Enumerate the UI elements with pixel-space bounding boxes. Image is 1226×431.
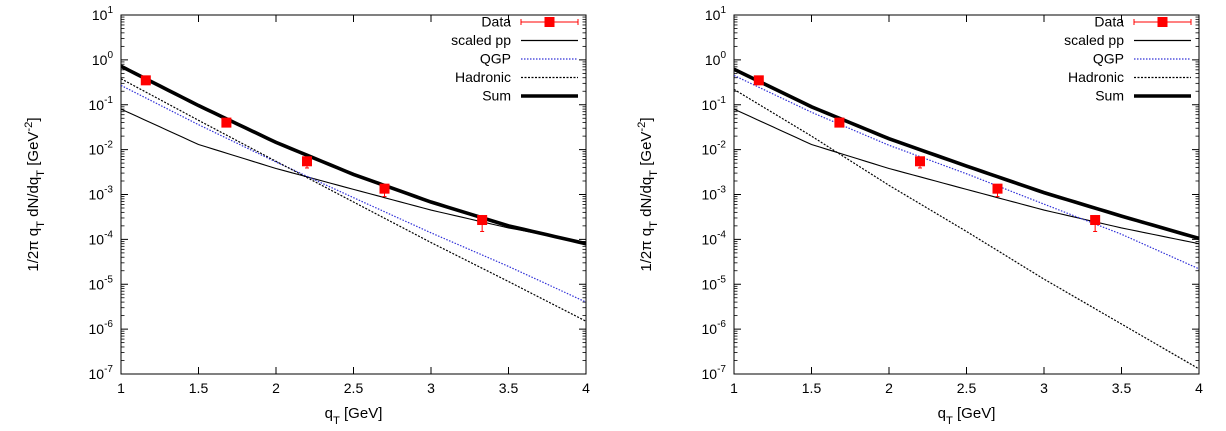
x-tick-label: 1.5	[189, 380, 209, 396]
y-axis-label: 1/2π qT dN/dqT [GeV-2]	[23, 117, 47, 271]
y-axis-label: 1/2π qT dN/dqT [GeV-2]	[636, 117, 660, 271]
x-tick-label: 3.5	[1112, 380, 1132, 396]
y-tick-label: 10-6	[702, 319, 727, 337]
series-line-qgp	[734, 74, 1199, 270]
y-tick-label: 10-2	[702, 140, 727, 158]
data-point	[221, 117, 232, 128]
y-tick-label: 10-3	[702, 185, 727, 203]
y-tick-label: 100	[92, 50, 114, 68]
legend-label: scaled pp	[451, 32, 511, 48]
legend-label: Sum	[482, 88, 511, 104]
y-tick-label: 10-7	[702, 364, 727, 382]
data-point	[915, 156, 925, 167]
legend-label: Hadronic	[1068, 69, 1124, 85]
y-tick-label: 101	[705, 5, 727, 23]
y-tick-label: 10-4	[702, 229, 727, 247]
x-axis-label: qT [GeV]	[325, 405, 383, 427]
series-line-scaled-pp	[734, 108, 1199, 245]
y-tick-label: 10-4	[89, 229, 114, 247]
x-tick-label: 4	[1195, 380, 1203, 396]
y-tick-label: 10-5	[89, 274, 114, 292]
x-tick-label: 4	[582, 380, 590, 396]
y-tick-label: 100	[705, 50, 727, 68]
series-line-scaled-pp	[121, 108, 586, 244]
data-point	[992, 183, 1003, 194]
series-line-sum	[734, 67, 1199, 241]
legend-label: Data	[481, 14, 511, 30]
chart-left: 10-7 10-6 10-5 10-4 10-3 10-2 10-1 100 101 1 1.5 2 2…	[23, 5, 590, 427]
y-tick-label: 10-7	[89, 364, 114, 382]
x-tick-label: 1	[730, 380, 738, 396]
legend-label: Data	[1094, 14, 1124, 30]
y-tick-label: 10-6	[89, 319, 114, 337]
x-tick-label: 2	[272, 380, 280, 396]
x-tick-label: 1.5	[802, 380, 822, 396]
data-point	[379, 183, 390, 194]
y-tick-label: 10-5	[702, 274, 727, 292]
data-point	[302, 156, 312, 167]
series-line-qgp	[121, 84, 586, 303]
x-tick-label: 3	[427, 380, 435, 396]
y-tick-label: 10-1	[702, 95, 727, 113]
plot-frame	[120, 14, 587, 375]
x-tick-label: 1	[117, 380, 125, 396]
legend-swatch-marker	[1157, 17, 1168, 27]
x-tick-label: 3	[1040, 380, 1048, 396]
plot-frame	[733, 14, 1200, 375]
legend-label: Hadronic	[455, 69, 511, 85]
y-tick-label: 10-3	[89, 185, 114, 203]
data-point	[753, 75, 764, 86]
y-tick-label: 10-1	[89, 95, 114, 113]
data-point	[1090, 215, 1101, 226]
chart-right: 10-7 10-6 10-5 10-4 10-3 10-2 10-1 100 101 1 1.5 2 2…	[636, 5, 1203, 427]
x-axis-label: qT [GeV]	[938, 405, 996, 427]
y-tick-label: 101	[92, 5, 114, 23]
legend-label: QGP	[480, 51, 511, 67]
legend-label: QGP	[1093, 51, 1124, 67]
legend-label: Sum	[1095, 88, 1124, 104]
y-tick-label: 10-2	[89, 140, 114, 158]
series-line-hadronic	[734, 88, 1199, 370]
legend-label: scaled pp	[1064, 32, 1124, 48]
series-line-sum	[121, 64, 586, 246]
data-point	[477, 215, 488, 226]
x-tick-label: 2.5	[957, 380, 977, 396]
legend-swatch-marker	[544, 17, 555, 27]
x-tick-label: 2	[885, 380, 893, 396]
data-point	[834, 117, 845, 128]
x-tick-label: 2.5	[344, 380, 364, 396]
data-point	[140, 75, 151, 86]
x-tick-label: 3.5	[499, 380, 519, 396]
series-line-hadronic	[121, 78, 586, 322]
